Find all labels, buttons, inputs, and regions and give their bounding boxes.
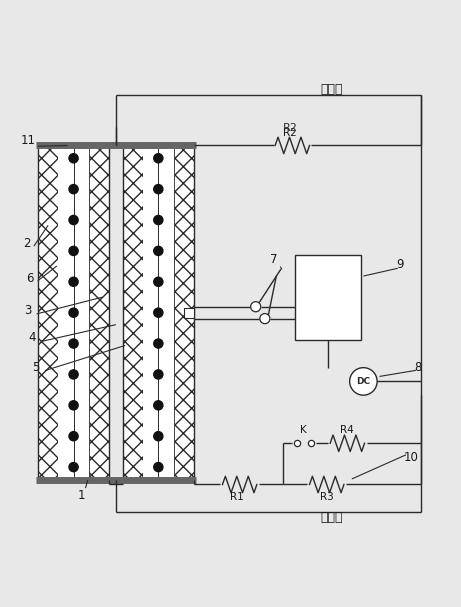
Text: R1: R1 [230,492,244,503]
Circle shape [154,154,163,163]
Bar [174,146,194,480]
Circle shape [69,401,78,410]
Text: 1: 1 [78,489,85,501]
Circle shape [260,314,270,324]
Circle shape [69,370,78,379]
Circle shape [251,302,261,312]
Text: 4: 4 [29,331,36,344]
Text: DC: DC [356,377,371,386]
Text: R2: R2 [283,123,297,132]
Bar [184,308,194,317]
Text: 5: 5 [32,361,40,374]
Bar [143,146,174,480]
Text: 3: 3 [24,304,32,317]
Bar [58,146,89,480]
Bar [123,146,143,480]
Text: R4: R4 [341,426,354,435]
Circle shape [69,246,78,256]
Circle shape [154,432,163,441]
Text: 10: 10 [404,450,419,464]
Circle shape [154,277,163,287]
Circle shape [69,154,78,163]
Circle shape [69,432,78,441]
Text: 11: 11 [20,134,35,148]
Bar [89,146,109,480]
Circle shape [154,339,163,348]
Text: R3: R3 [320,492,334,503]
Circle shape [154,215,163,225]
Circle shape [154,401,163,410]
Text: 6: 6 [26,272,34,285]
Text: 7: 7 [270,254,278,266]
Circle shape [154,370,163,379]
Circle shape [154,246,163,256]
Text: 接回路: 接回路 [320,512,343,524]
Circle shape [69,277,78,287]
Circle shape [154,185,163,194]
Text: K: K [301,426,307,435]
Circle shape [69,185,78,194]
Circle shape [154,463,163,472]
Text: R2: R2 [283,127,297,138]
Text: 2: 2 [23,237,30,251]
Circle shape [69,463,78,472]
Text: 8: 8 [415,361,422,374]
Circle shape [69,308,78,317]
Circle shape [69,215,78,225]
Circle shape [349,368,377,395]
Circle shape [69,339,78,348]
Bar [295,256,361,340]
Text: 接回路: 接回路 [320,83,343,95]
Circle shape [154,308,163,317]
Text: 9: 9 [396,258,404,271]
Bar [38,146,58,480]
